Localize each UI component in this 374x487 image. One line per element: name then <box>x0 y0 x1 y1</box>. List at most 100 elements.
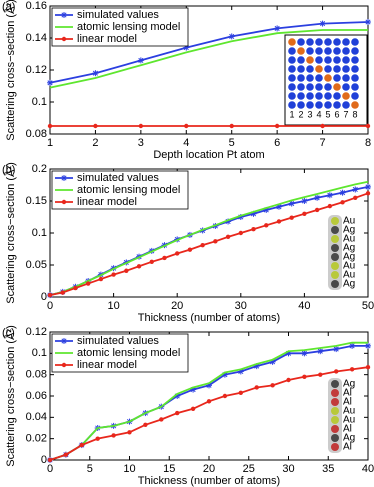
y-tick-label: 0.06 <box>26 390 47 402</box>
marker <box>349 342 356 349</box>
atom <box>351 101 359 109</box>
atom <box>333 83 341 91</box>
x-tick-label: 2 <box>92 137 98 149</box>
atom <box>306 38 314 46</box>
marker <box>206 399 212 404</box>
marker-stroke <box>254 363 260 369</box>
y-tick-label: 0.05 <box>26 259 47 271</box>
legend-label: linear model <box>77 33 137 45</box>
marker <box>93 123 98 129</box>
marker-stroke <box>327 192 333 198</box>
marker-stroke <box>174 393 180 399</box>
inset-label: Ag <box>343 252 355 263</box>
atom <box>351 56 359 64</box>
marker <box>61 338 67 344</box>
atom <box>331 235 339 243</box>
atom <box>315 47 323 55</box>
inset-label: 5 <box>325 109 330 119</box>
atom <box>324 92 332 100</box>
marker <box>301 198 308 204</box>
atom <box>331 434 339 442</box>
x-axis-label: Depth location Pt atom <box>153 149 264 161</box>
marker <box>365 365 371 370</box>
marker-stroke <box>222 372 228 378</box>
marker-stroke <box>317 348 323 354</box>
atom <box>351 83 359 91</box>
y-tick-label: 0.08 <box>26 369 47 381</box>
marker <box>327 203 333 209</box>
marker <box>333 346 340 353</box>
atom <box>331 244 339 252</box>
x-tick-label: 30 <box>235 300 247 312</box>
atom <box>342 38 350 46</box>
inset-label: Au <box>343 415 355 426</box>
atom <box>306 101 314 109</box>
x-tick-label: 0 <box>47 463 53 475</box>
marker <box>184 123 189 129</box>
x-tick-label: 5 <box>229 137 235 149</box>
inset-label: Al <box>343 442 352 453</box>
marker-stroke <box>352 186 358 193</box>
marker <box>61 36 67 42</box>
atom <box>331 253 339 261</box>
marker <box>47 123 53 129</box>
atom <box>315 38 323 46</box>
inset-label: Al <box>343 397 352 408</box>
atom <box>306 74 314 82</box>
marker <box>365 342 371 349</box>
marker-stroke <box>289 201 295 207</box>
inset-frame <box>328 215 342 290</box>
legend-label: simulated values <box>77 9 159 21</box>
atom <box>306 83 314 91</box>
y-tick-label: 0.15 <box>26 195 47 207</box>
series-line <box>49 180 369 296</box>
y-tick-label: 0.08 <box>26 128 47 140</box>
atom <box>351 92 359 100</box>
x-axis-label: Thickness (number of atoms) <box>138 312 280 324</box>
atom <box>342 92 350 100</box>
marker <box>79 442 85 448</box>
x-tick-label: 10 <box>123 463 135 475</box>
panel-label: (b) <box>2 164 15 176</box>
marker <box>213 239 218 244</box>
marker <box>61 12 67 18</box>
marker <box>334 369 339 374</box>
marker <box>289 215 294 220</box>
legend-label: simulated values <box>77 172 159 184</box>
marker <box>301 350 308 357</box>
marker-stroke <box>365 19 371 25</box>
atom <box>288 65 296 73</box>
marker-stroke <box>340 190 346 196</box>
inset-label: Ag <box>343 379 355 390</box>
x-tick-label: 6 <box>274 137 280 149</box>
marker-stroke <box>301 198 307 204</box>
marker <box>365 183 371 190</box>
atom <box>324 56 332 64</box>
marker <box>270 383 275 388</box>
marker <box>274 25 281 32</box>
atom <box>288 56 296 64</box>
marker-stroke <box>61 175 67 181</box>
atom <box>331 416 339 424</box>
atom <box>315 65 323 73</box>
x-tick-label: 4 <box>183 137 189 149</box>
marker <box>143 422 148 427</box>
legend-box <box>51 170 189 210</box>
marker <box>229 123 234 129</box>
x-tick-label: 0 <box>47 300 53 312</box>
atom <box>342 56 350 64</box>
x-tick-label: 8 <box>365 137 371 149</box>
atom <box>324 83 332 91</box>
inset-label: 8 <box>352 109 357 119</box>
atom <box>288 83 296 91</box>
y-tick-label: 0.04 <box>26 411 47 423</box>
x-tick-label: 10 <box>107 300 119 312</box>
marker <box>92 70 99 77</box>
y-tick-label: 0.1 <box>32 347 47 359</box>
atom <box>351 65 359 73</box>
y-tick-label: 0.14 <box>26 32 47 44</box>
atom <box>288 74 296 82</box>
atom <box>333 56 341 64</box>
